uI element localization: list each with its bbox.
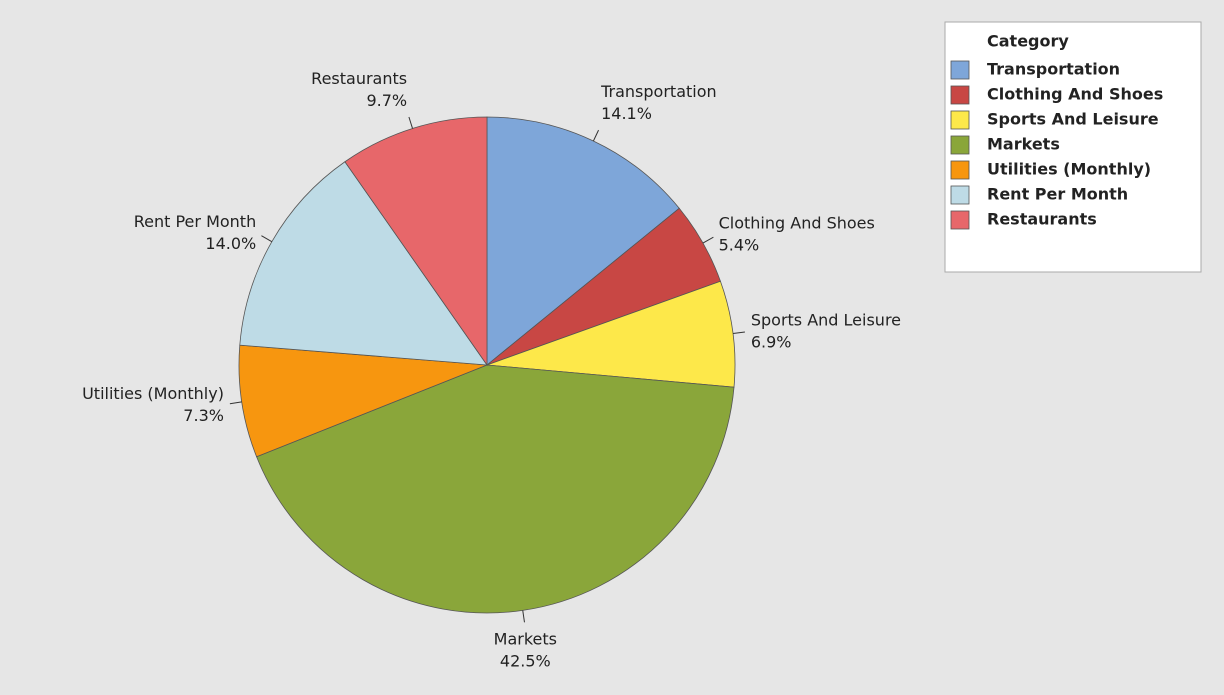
legend-swatch <box>950 60 970 80</box>
leader-line <box>408 116 413 129</box>
pie-slice <box>256 364 735 614</box>
slice-label: Clothing And Shoes <box>719 214 875 233</box>
leader-line <box>592 129 599 142</box>
slice-label: Sports And Leisure <box>751 311 901 330</box>
slice-label: Utilities (Monthly) <box>82 384 224 403</box>
leader-line <box>261 235 273 243</box>
slice-value-label: 7.3% <box>183 406 224 425</box>
pie-slice <box>486 280 736 388</box>
legend-swatch <box>950 185 970 205</box>
slice-value-label: 14.0% <box>205 234 256 253</box>
legend-swatch <box>950 135 970 155</box>
legend-label: Utilities (Monthly) <box>987 160 1151 179</box>
legend-label: Rent Per Month <box>987 185 1128 204</box>
slice-label: Restaurants <box>311 69 407 88</box>
leader-line <box>522 610 525 623</box>
legend-swatch <box>950 160 970 180</box>
pie-slice <box>238 344 488 458</box>
slice-label: Transportation <box>600 82 717 101</box>
leader-line <box>702 236 714 244</box>
legend-label: Clothing And Shoes <box>987 85 1163 104</box>
slice-value-label: 5.4% <box>719 236 760 255</box>
legend-swatch <box>950 85 970 105</box>
pie-slice <box>486 116 680 366</box>
pie-slice <box>344 116 488 367</box>
slice-label: Markets <box>494 630 557 649</box>
legend-label: Transportation <box>987 60 1120 79</box>
slice-value-label: 14.1% <box>601 104 652 123</box>
leader-line <box>732 331 745 334</box>
legend-box <box>944 21 1202 273</box>
legend-label: Sports And Leisure <box>987 110 1159 129</box>
legend-swatch <box>950 110 970 130</box>
legend: Category Transportation Clothing And Shoes… <box>944 21 1202 273</box>
pie-slice <box>239 161 488 366</box>
leader-line <box>229 401 242 405</box>
slice-value-label: 9.7% <box>366 91 407 110</box>
slice-value-label: 6.9% <box>751 333 792 352</box>
legend-label: Restaurants <box>987 210 1097 229</box>
legend-title: Category <box>987 32 1069 51</box>
slice-label: Rent Per Month <box>134 212 256 231</box>
slice-value-label: 42.5% <box>500 652 551 671</box>
legend-swatch <box>950 210 970 230</box>
legend-label: Markets <box>987 135 1060 154</box>
